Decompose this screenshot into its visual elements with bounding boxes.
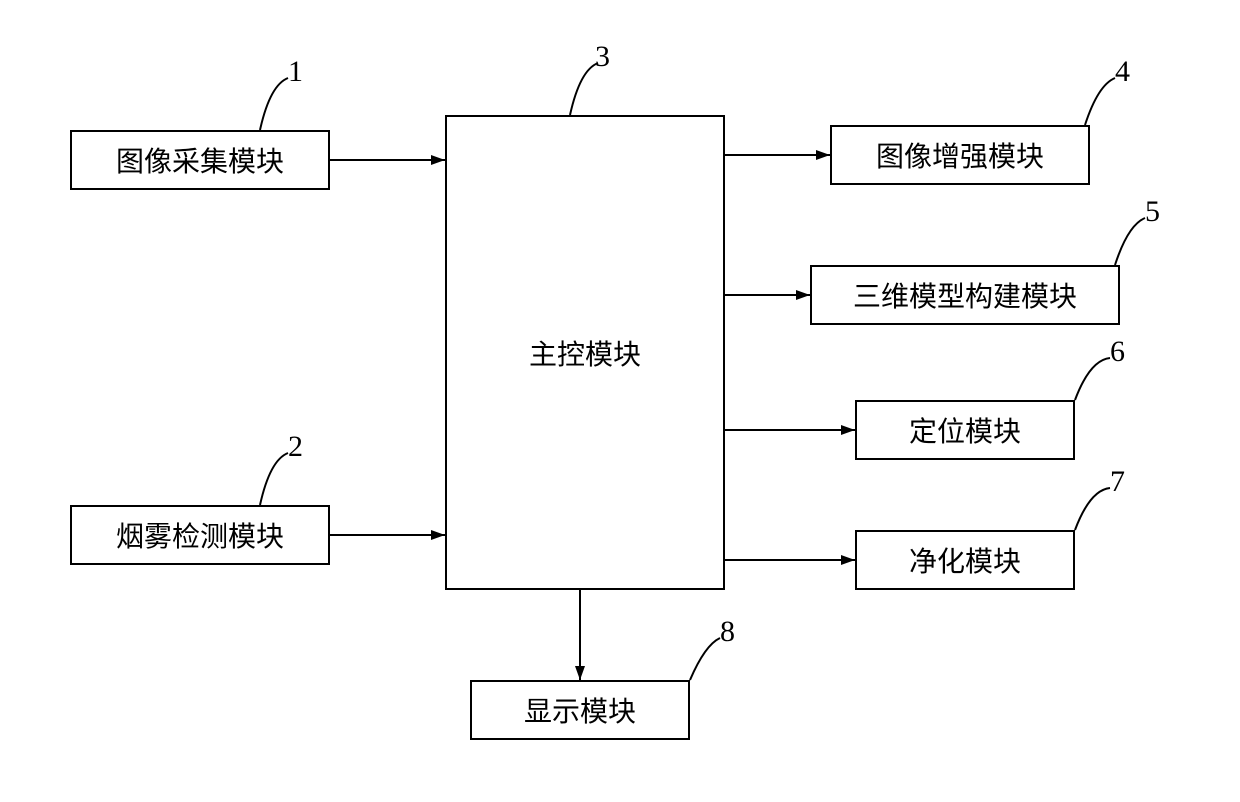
ref-label-2: 2 <box>288 430 303 464</box>
ref-label-7: 7 <box>1110 465 1125 499</box>
ref-label-4: 4 <box>1115 55 1130 89</box>
system-block-diagram: 图像采集模块 烟雾检测模块 主控模块 图像增强模块 三维模型构建模块 定位模块 … <box>0 0 1240 802</box>
node-label: 烟雾检测模块 <box>116 515 284 555</box>
node-label: 图像增强模块 <box>876 135 1044 175</box>
node-3d-model: 三维模型构建模块 <box>810 265 1120 325</box>
ref-label-1: 1 <box>288 55 303 89</box>
node-label: 主控模块 <box>529 333 641 373</box>
node-label: 显示模块 <box>524 690 636 730</box>
node-smoke-detection: 烟雾检测模块 <box>70 505 330 565</box>
node-main-control: 主控模块 <box>445 115 725 590</box>
node-positioning: 定位模块 <box>855 400 1075 460</box>
node-purification: 净化模块 <box>855 530 1075 590</box>
node-display: 显示模块 <box>470 680 690 740</box>
node-label: 定位模块 <box>909 410 1021 450</box>
node-label: 三维模型构建模块 <box>853 275 1077 315</box>
node-label: 图像采集模块 <box>116 140 284 180</box>
node-image-acquisition: 图像采集模块 <box>70 130 330 190</box>
ref-label-5: 5 <box>1145 195 1160 229</box>
ref-label-8: 8 <box>720 615 735 649</box>
ref-label-3: 3 <box>595 40 610 74</box>
node-image-enhance: 图像增强模块 <box>830 125 1090 185</box>
node-label: 净化模块 <box>909 540 1021 580</box>
ref-label-6: 6 <box>1110 335 1125 369</box>
